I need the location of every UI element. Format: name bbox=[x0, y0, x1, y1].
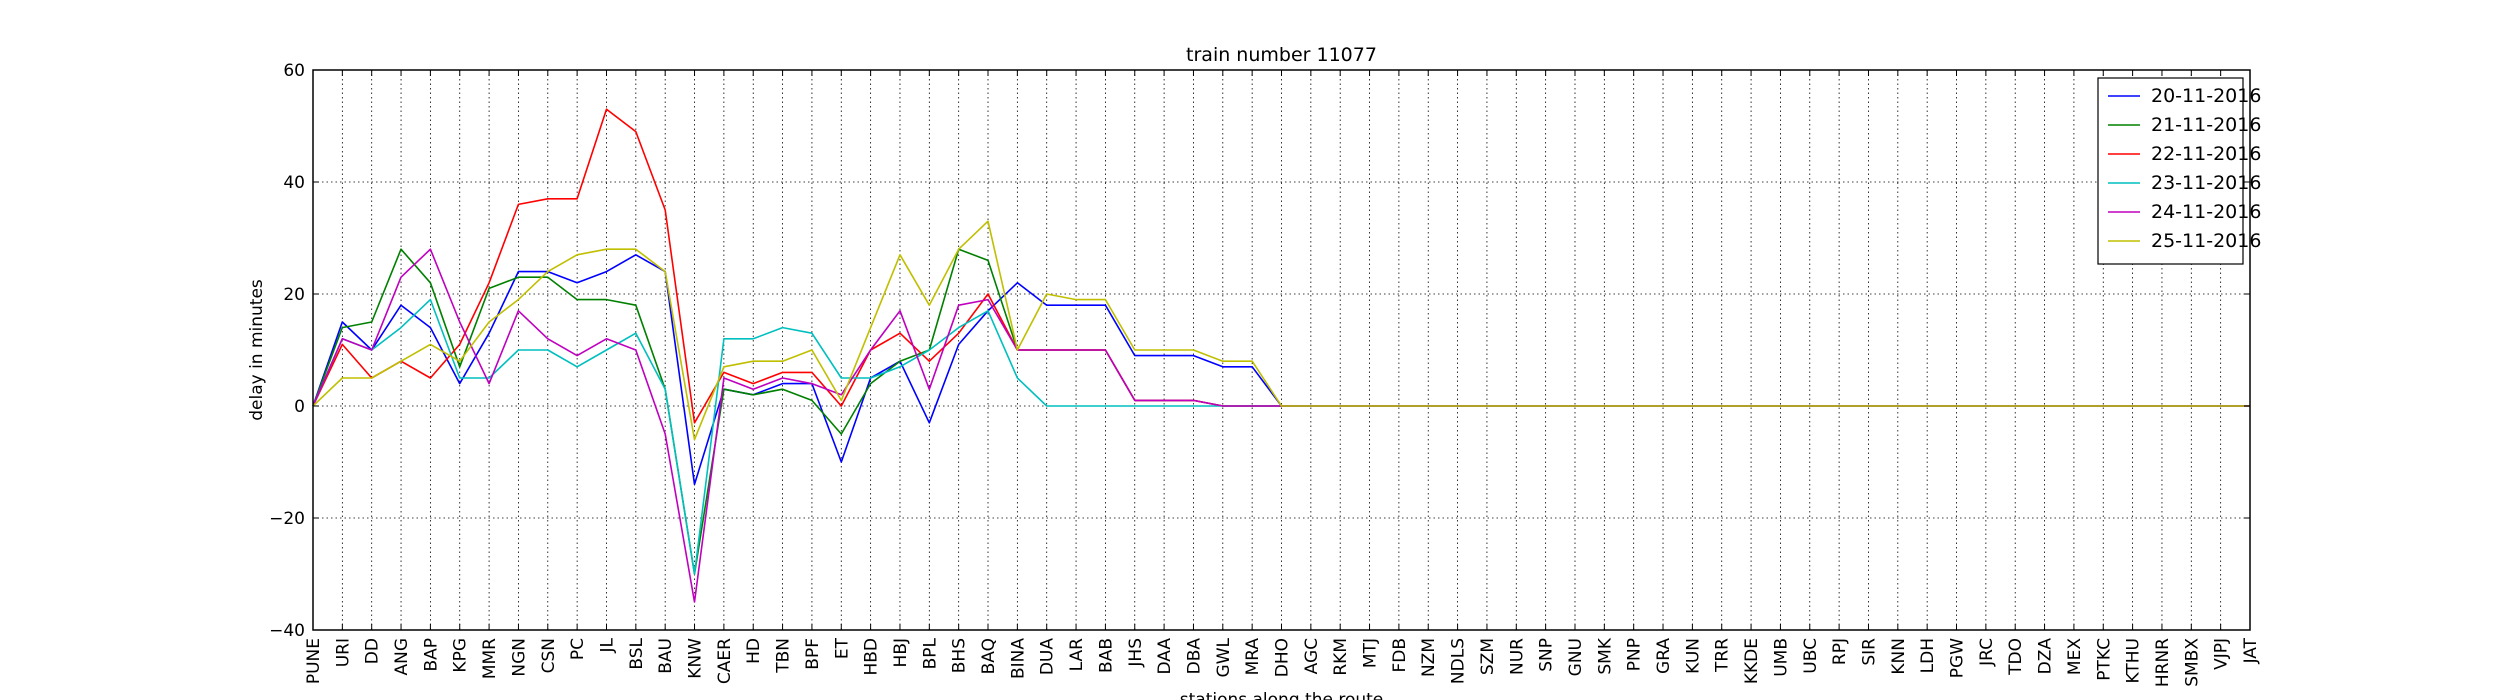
x-tick-label: NDLS bbox=[1449, 638, 1469, 684]
x-tick-label: NUR bbox=[1507, 638, 1527, 675]
x-tick-label: KTHU bbox=[2124, 638, 2144, 683]
x-tick-label: RKM bbox=[1331, 638, 1351, 676]
x-tick-label: KPG bbox=[451, 638, 471, 673]
x-tick-label: NZM bbox=[1419, 638, 1439, 677]
y-tick-label: 40 bbox=[283, 173, 305, 193]
x-tick-label: JL bbox=[597, 637, 617, 653]
x-tick-label: DZA bbox=[2036, 638, 2056, 675]
x-tick-label: SNP bbox=[1537, 638, 1557, 672]
x-tick-label: SMK bbox=[1595, 637, 1615, 674]
x-tick-label: PTKC bbox=[2094, 638, 2114, 681]
x-tick-label: RPJ bbox=[1830, 638, 1850, 665]
x-tick-label: TRR bbox=[1713, 638, 1733, 673]
legend-label: 20-11-2016 bbox=[2151, 85, 2261, 107]
x-tick-label: MTJ bbox=[1361, 638, 1381, 668]
y-tick-label: −40 bbox=[269, 621, 305, 641]
x-tick-label: KNW bbox=[686, 638, 706, 679]
x-tick-label: HBD bbox=[862, 638, 882, 676]
x-tick-label: CAER bbox=[715, 638, 735, 684]
y-axis-label: delay in minutes bbox=[247, 279, 267, 421]
x-tick-label: UBC bbox=[1801, 638, 1821, 674]
x-tick-label: SZM bbox=[1478, 638, 1498, 675]
x-tick-label: MMR bbox=[480, 638, 500, 679]
x-tick-label: AGC bbox=[1302, 638, 1322, 674]
x-tick-label: DAA bbox=[1155, 638, 1175, 675]
x-tick-label: HRNR bbox=[2153, 638, 2173, 687]
x-tick-label: PGW bbox=[1948, 638, 1968, 678]
chart-title: train number 11077 bbox=[1186, 44, 1377, 66]
y-tick-label: 20 bbox=[283, 285, 305, 305]
x-tick-label: PUNE bbox=[304, 638, 324, 684]
y-tick-label: 60 bbox=[283, 61, 305, 81]
x-tick-label: MRA bbox=[1243, 638, 1263, 676]
x-tick-label: ET bbox=[832, 637, 852, 659]
x-tick-label: PNP bbox=[1625, 638, 1645, 671]
x-tick-label: NGN bbox=[509, 638, 529, 677]
x-tick-label: PC bbox=[568, 638, 588, 660]
x-tick-label: BINA bbox=[1008, 638, 1028, 679]
x-tick-label: ANG bbox=[392, 638, 412, 676]
x-tick-label: DBA bbox=[1184, 638, 1204, 675]
series-lines bbox=[312, 108, 2250, 603]
x-tick-label: BHS bbox=[950, 638, 970, 673]
x-tick-label: MEX bbox=[2065, 638, 2085, 675]
x-tick-label: GWL bbox=[1214, 637, 1234, 677]
legend-label: 25-11-2016 bbox=[2151, 230, 2261, 252]
x-tick-label: BSL bbox=[627, 637, 647, 669]
x-tick-label: JRC bbox=[1977, 638, 1997, 667]
x-tick-label: DD bbox=[363, 638, 383, 664]
x-tick-label: GNU bbox=[1566, 638, 1586, 676]
x-tick-label: FDB bbox=[1390, 638, 1410, 673]
x-tick-label: URI bbox=[333, 638, 353, 667]
x-tick-label: CSN bbox=[539, 638, 559, 673]
series-line bbox=[312, 220, 2250, 441]
x-tick-label: BPF bbox=[803, 638, 823, 670]
legend-label: 21-11-2016 bbox=[2151, 114, 2261, 136]
x-tick-label: KKDE bbox=[1742, 638, 1762, 684]
x-tick-label: KNN bbox=[1889, 638, 1909, 675]
x-tick-label: DUA bbox=[1038, 638, 1058, 676]
y-tick-label: −20 bbox=[269, 509, 305, 529]
y-tick-label: 0 bbox=[294, 397, 305, 417]
legend: 20-11-2016 21-11-2016 22-11-2016 23-11-2016… bbox=[2097, 77, 2261, 265]
x-tick-label: KUN bbox=[1683, 638, 1703, 674]
x-tick-label: TBN bbox=[774, 638, 794, 674]
x-tick-label: SMBX bbox=[2182, 638, 2202, 687]
x-tick-label: HD bbox=[744, 638, 764, 664]
x-tick-label: SIR bbox=[1859, 638, 1879, 666]
x-tick-label: BAQ bbox=[979, 638, 999, 674]
x-tick-label: LAR bbox=[1067, 638, 1087, 671]
x-tick-label: UMB bbox=[1771, 638, 1791, 677]
legend-label: 23-11-2016 bbox=[2151, 172, 2261, 194]
ticks: PUNE URI DD ANG BAP KPG MMR NGN CSN PC JL BSL BAU KNW… bbox=[269, 61, 2261, 687]
x-tick-label: BAB bbox=[1096, 638, 1116, 673]
x-tick-label: GRA bbox=[1654, 638, 1674, 674]
x-tick-label: DHO bbox=[1273, 638, 1293, 677]
x-tick-label: JAT bbox=[2241, 637, 2261, 664]
x-tick-label: TDO bbox=[2006, 638, 2026, 676]
x-tick-label: LDH bbox=[1918, 638, 1938, 673]
legend-label: 22-11-2016 bbox=[2151, 143, 2261, 165]
x-tick-label: BPL bbox=[920, 637, 940, 669]
x-tick-label: HBJ bbox=[891, 638, 911, 667]
legend-box bbox=[2097, 77, 2244, 265]
x-tick-label: JHS bbox=[1126, 638, 1146, 668]
legend-label: 24-11-2016 bbox=[2151, 201, 2261, 223]
x-tick-label: VJPJ bbox=[2212, 638, 2232, 670]
x-axis-label: stations along the route bbox=[1180, 690, 1384, 700]
x-tick-label: BAP bbox=[421, 638, 441, 672]
x-tick-label: BAU bbox=[656, 638, 676, 674]
